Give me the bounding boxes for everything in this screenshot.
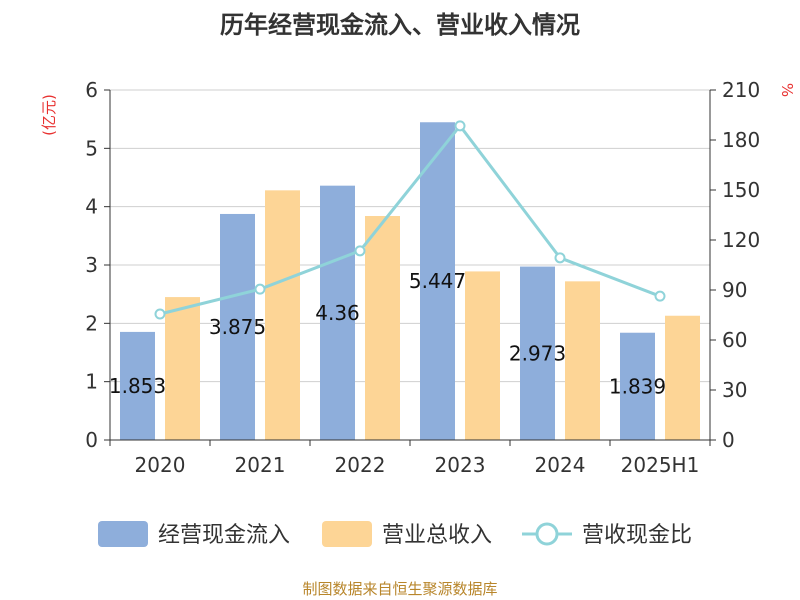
right-axis-tick-label: 180 [722,128,760,152]
bar-revenue [365,216,400,440]
legend-label: 营业总收入 [382,523,492,548]
legend-label: 营收现金比 [582,523,692,548]
x-axis-tick-label: 2020 [135,453,186,477]
right-axis-tick-label: 120 [722,228,760,252]
left-axis-tick-label: 1 [85,370,98,394]
bar-cash-inflow [120,331,155,440]
ratio-point [254,283,266,295]
legend-label: 经营现金流入 [158,523,290,548]
right-axis-tick-label: 60 [722,328,747,352]
left-axis-tick-label: 5 [85,136,98,160]
bar-revenue [265,190,300,440]
legend-swatch [322,521,372,547]
left-axis-tick-label: 0 [85,428,98,452]
legend: 经营现金流入 营业总收入 营收现金比 [98,521,692,548]
data-label: 3.875 [209,315,266,339]
left-axis-tick-label: 3 [85,253,98,277]
legend-swatch [98,521,148,547]
bar-revenue [665,315,700,440]
bar-revenue [465,271,500,440]
x-axis-tick-label: 2024 [535,453,586,477]
ratio-line [159,123,661,316]
gridlines [110,89,710,383]
ratio-point [454,120,466,132]
x-axis-tick-label: 2022 [335,453,386,477]
data-labels: 1.853 3.875 4.36 5.447 2.973 1.839 [109,269,666,398]
ratio-point [354,245,366,257]
source-note: 制图数据来自恒生聚源数据库 [302,580,497,598]
data-label: 2.973 [509,341,566,365]
ratio-line-layer [154,120,666,320]
x-axis-tick-label: 2025H1 [621,453,700,477]
right-axis-tick-label: 90 [722,278,747,302]
bar-cash-inflow [420,122,455,440]
data-label: 1.839 [609,374,666,398]
bar-revenue [565,281,600,440]
legend-marker [535,522,559,546]
bar-cash-inflow [520,266,555,440]
ratio-point [154,308,166,320]
bar-cash-inflow [220,213,255,440]
right-axis-tick-label: 0 [722,428,735,452]
bar-cash-inflow [320,185,355,440]
left-axis-tick-label: 2 [85,311,98,335]
bar-revenue [165,297,200,440]
left-axis-tick-label: 4 [85,195,98,219]
right-axis-tick-label: 150 [722,178,760,202]
left-axis-tick-label: 6 [85,78,98,102]
bars [120,122,700,440]
chart-title: 历年经营现金流入、营业收入情况 [220,11,580,39]
data-label: 5.447 [409,269,466,293]
data-label: 4.36 [315,301,360,325]
ratio-point [554,252,566,264]
right-axis-unit: % [778,83,796,97]
bar-cash-inflow [620,332,655,440]
data-label: 1.853 [109,374,166,398]
right-axis-tick-label: 30 [722,378,747,402]
x-axis-tick-label: 2021 [235,453,286,477]
ratio-point [654,290,666,302]
x-axis-tick-label: 2023 [435,453,486,477]
right-axis-tick-label: 210 [722,78,760,102]
left-axis-unit: (亿元) [40,94,58,136]
